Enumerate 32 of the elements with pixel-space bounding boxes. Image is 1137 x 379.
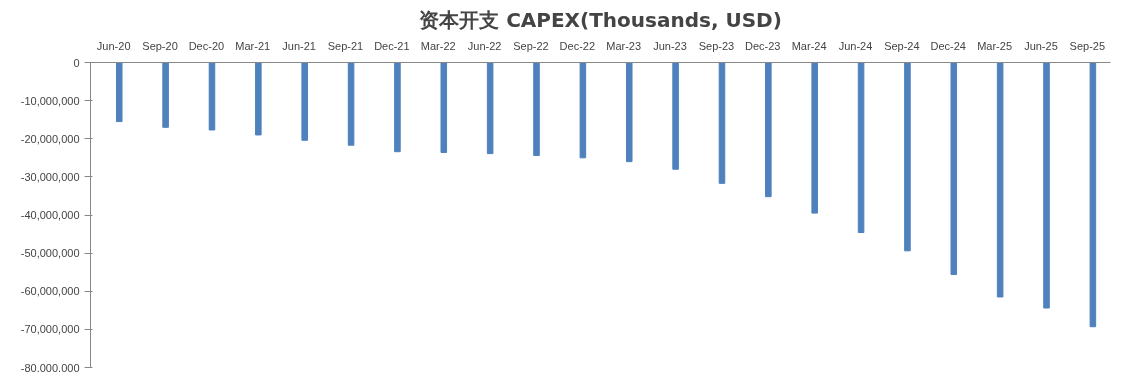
x-tick-label: Sep-24 [884,39,920,52]
x-tick-label: Jun-25 [1024,39,1058,52]
x-tick-label: Sep-21 [327,39,364,52]
y-tick-label: 0 [73,56,80,69]
y-tick-label: -80,000,000 [20,361,80,374]
y-tick-label: -70,000,000 [20,323,80,336]
chart-title: 资本开支 CAPEX(Thousands, USD) [419,7,782,32]
x-tick-label: Sep-25 [1069,39,1106,52]
x-tick-label: Sep-20 [142,39,178,52]
x-tick-label: Sep-23 [698,39,735,52]
y-tick-label: -60,000,000 [20,285,80,298]
x-tick-label: Jun-24 [838,39,873,52]
y-tick-label: -30,000,000 [20,170,80,183]
x-tick-label: Mar-23 [606,39,642,52]
x-tick-label: Dec-21 [374,39,410,52]
x-tick-label: Sep-22 [513,39,549,52]
x-tick-label: Jun-23 [653,39,687,52]
x-tick-label: Jun-22 [467,39,502,52]
x-tick-label: Dec-22 [559,39,596,52]
y-tick-label: -10,000,000 [20,94,80,107]
x-tick-label: Dec-20 [188,39,225,52]
x-tick-label: Mar-24 [791,39,827,52]
y-tick-label: -20,000,000 [20,132,80,145]
x-tick-label: Dec-24 [930,39,966,52]
y-tick-label: -40,000,000 [20,209,80,221]
y-tick-label: -50,000,000 [20,247,80,260]
x-tick-label: Jun-20 [96,39,131,52]
x-tick-label: Mar-25 [977,39,1013,52]
x-tick-label: Mar-22 [420,39,456,52]
x-tick-label: Dec-23 [745,39,781,52]
x-tick-label: Mar-21 [235,39,271,52]
x-tick-label: Jun-21 [282,39,316,52]
